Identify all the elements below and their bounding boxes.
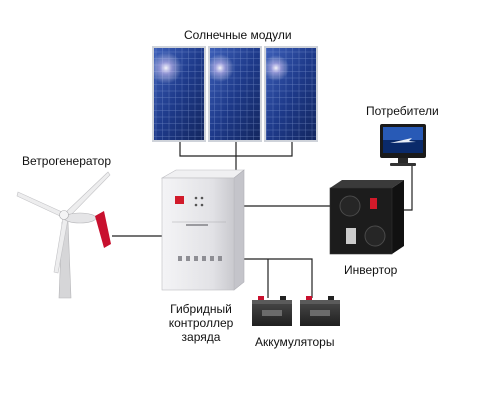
solar-panel bbox=[206, 46, 262, 142]
consumer-tv bbox=[380, 124, 426, 166]
controller-label-line-3: заряда bbox=[181, 330, 221, 344]
turbine-blade bbox=[16, 191, 63, 217]
turbine-tail-vane bbox=[95, 211, 111, 248]
hybrid-charge-controller bbox=[160, 169, 245, 291]
batteries-label: Аккумуляторы bbox=[255, 335, 335, 349]
turbine-hub bbox=[59, 210, 69, 220]
batteries bbox=[252, 296, 340, 326]
solar-bus-wire bbox=[179, 140, 293, 172]
wires bbox=[112, 140, 413, 298]
controller-display bbox=[175, 196, 184, 204]
inverter-label: Инвертор bbox=[344, 263, 398, 277]
inverter-fan bbox=[339, 195, 361, 217]
wind-turbine bbox=[16, 171, 111, 299]
solar-panel bbox=[150, 46, 206, 142]
battery bbox=[252, 296, 292, 326]
controller-label-line-2: контроллер bbox=[168, 316, 234, 330]
wind-generator-label: Ветрогенератор bbox=[22, 154, 112, 168]
battery bbox=[300, 296, 340, 326]
controller-to-battery-wire bbox=[244, 258, 313, 298]
inverter bbox=[329, 180, 404, 255]
inverter-power-switch bbox=[370, 198, 377, 209]
indicator-light bbox=[200, 196, 204, 200]
consumers-label: Потребители bbox=[366, 104, 439, 118]
turbine-blade bbox=[65, 171, 111, 217]
turbine-nacelle bbox=[63, 212, 97, 224]
solar-modules bbox=[150, 46, 318, 142]
inverter-to-consumer-wire bbox=[404, 166, 413, 211]
solar-modules-label: Солнечные модули bbox=[184, 28, 292, 42]
indicator-light bbox=[194, 203, 198, 207]
solar-panel bbox=[263, 46, 318, 142]
terminal-row bbox=[178, 256, 222, 261]
controller-label-line-1: Гибридный bbox=[170, 302, 232, 316]
indicator-light bbox=[194, 196, 198, 200]
inverter-fan bbox=[364, 225, 386, 247]
indicator-light bbox=[200, 203, 204, 207]
